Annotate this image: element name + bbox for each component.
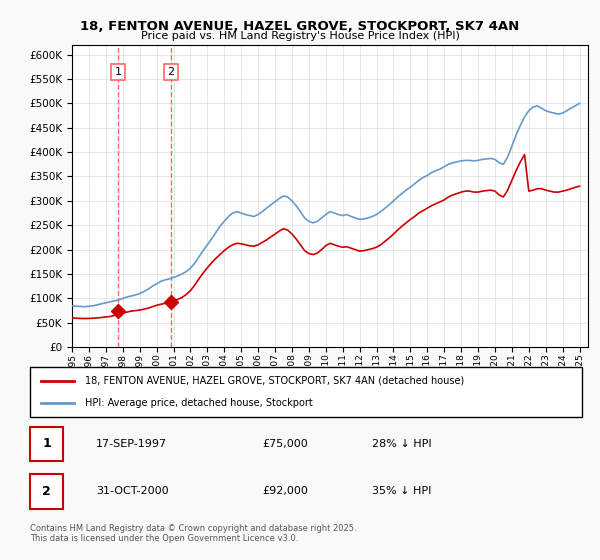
Text: 18, FENTON AVENUE, HAZEL GROVE, STOCKPORT, SK7 4AN: 18, FENTON AVENUE, HAZEL GROVE, STOCKPOR… [80, 20, 520, 32]
Text: 35% ↓ HPI: 35% ↓ HPI [372, 487, 431, 496]
Text: 2: 2 [167, 67, 174, 77]
Text: HPI: Average price, detached house, Stockport: HPI: Average price, detached house, Stoc… [85, 398, 313, 408]
Text: £92,000: £92,000 [262, 487, 308, 496]
Text: £75,000: £75,000 [262, 439, 308, 449]
Text: 31-OCT-2000: 31-OCT-2000 [96, 487, 169, 496]
Text: 1: 1 [115, 67, 121, 77]
FancyBboxPatch shape [30, 474, 63, 508]
FancyBboxPatch shape [30, 427, 63, 461]
Text: 18, FENTON AVENUE, HAZEL GROVE, STOCKPORT, SK7 4AN (detached house): 18, FENTON AVENUE, HAZEL GROVE, STOCKPOR… [85, 376, 464, 386]
Text: 17-SEP-1997: 17-SEP-1997 [96, 439, 167, 449]
Text: 1: 1 [42, 437, 51, 450]
Text: Contains HM Land Registry data © Crown copyright and database right 2025.
This d: Contains HM Land Registry data © Crown c… [30, 524, 356, 543]
FancyBboxPatch shape [30, 367, 582, 417]
Text: 28% ↓ HPI: 28% ↓ HPI [372, 439, 432, 449]
Text: Price paid vs. HM Land Registry's House Price Index (HPI): Price paid vs. HM Land Registry's House … [140, 31, 460, 41]
Text: 2: 2 [42, 485, 51, 498]
